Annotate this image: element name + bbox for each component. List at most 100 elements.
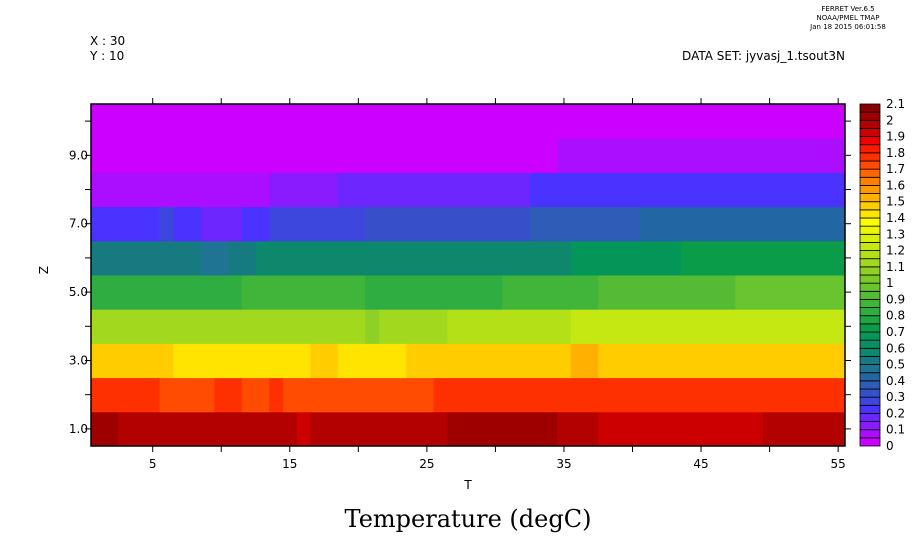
heatmap-cell-z2-run5 <box>282 377 435 413</box>
heatmap-cell-z1-run5 <box>557 411 599 447</box>
heatmap-cell-z4-run0 <box>91 309 366 344</box>
heatmap-cell-z10-run0 <box>91 104 846 139</box>
ferret-timestamp: Jan 18 2015 06:01:58 <box>809 23 886 31</box>
heatmap-cell-z4-run4 <box>570 309 846 344</box>
colorbar-swatch <box>859 136 881 146</box>
colorbar-swatch <box>859 176 881 186</box>
ferret-org: NOAA/PMEL TMAP <box>817 14 880 22</box>
colorbar-swatch <box>859 217 881 227</box>
heatmap-cell-z3-run0 <box>91 343 174 379</box>
colorbar-label: 0.1 <box>886 423 905 437</box>
heatmap-cell-z5-run4 <box>598 275 736 310</box>
colorbar-swatch <box>859 209 881 219</box>
colorbar-label: 1.1 <box>886 260 905 274</box>
heatmap-cell-z5-run1 <box>241 275 366 310</box>
colorbar-swatch <box>859 331 881 341</box>
colorbar: 0 0.1 0.2 0.3 0.4 0.5 0.6 0.7 0.8 0.9 1 1.1 1.2 1.3 1.… <box>859 97 905 453</box>
colorbar-swatch <box>859 290 881 300</box>
x-tick-label: 35 <box>556 457 571 471</box>
heatmap-cell-z8-run0 <box>91 172 270 208</box>
colorbar-swatch <box>859 413 881 422</box>
colorbar-swatch <box>859 339 881 349</box>
colorbar-label: 1.8 <box>886 146 905 160</box>
colorbar-swatch <box>859 111 881 121</box>
heatmap-cell-z2-run3 <box>241 377 270 413</box>
colorbar-swatch <box>859 282 881 292</box>
x-tick-label: 55 <box>831 457 846 471</box>
heatmap-cell-z1-run7 <box>762 411 846 447</box>
heatmap-cell-z5-run2 <box>365 275 503 310</box>
heatmap-cell-z7-run7 <box>529 206 640 242</box>
x-readout: X : 30 <box>90 34 125 48</box>
chart-title: Temperature (degC) <box>345 505 592 533</box>
heatmap-cell-z2-run2 <box>214 377 243 413</box>
x-tick-label: 25 <box>419 457 434 471</box>
colorbar-label: 0.7 <box>886 325 905 339</box>
x-tick-label: 5 <box>149 457 157 471</box>
y-tick-label: 5.0 <box>69 285 88 299</box>
x-tick-label: 45 <box>693 457 708 471</box>
colorbar-swatch <box>859 168 881 178</box>
heatmap-cell-z9-run1 <box>557 138 846 173</box>
colorbar-swatch <box>859 152 881 162</box>
colorbar-label: 0.5 <box>886 358 905 372</box>
heatmap-cell-z7-run0 <box>91 206 161 242</box>
colorbar-swatch <box>859 307 881 317</box>
heatmap-cell-z3-run2 <box>310 343 339 379</box>
heatmap-cell-z2-run1 <box>159 377 215 413</box>
heatmap-cell-z7-run5 <box>269 206 366 242</box>
colorbar-swatch <box>859 185 881 194</box>
colorbar-swatch <box>859 128 881 137</box>
colorbar-label: 1.2 <box>886 244 905 258</box>
heatmap-cell-z7-run4 <box>241 206 270 242</box>
y-tick-label: 9.0 <box>69 148 88 162</box>
heatmap-cell-z6-run3 <box>255 240 572 276</box>
colorbar-label: 1.3 <box>886 227 905 241</box>
heatmap-cell-z4-run2 <box>378 309 448 344</box>
colorbar-swatch <box>859 421 881 431</box>
heatmap-cell-z1-run6 <box>598 411 764 447</box>
colorbar-swatch <box>859 266 881 276</box>
colorbar-swatch <box>859 347 881 357</box>
heatmap-cell-z1-run0 <box>91 411 119 447</box>
y-tick-label: 1.0 <box>69 422 88 436</box>
colorbar-label: 2 <box>886 113 894 127</box>
colorbar-swatch <box>859 429 881 439</box>
x-axis-label: T <box>463 478 472 492</box>
colorbar-swatch <box>859 388 881 398</box>
heatmap-cell-z1-run2 <box>296 411 311 447</box>
heatmap-cell-z6-run4 <box>570 240 681 276</box>
heatmap-cell-z3-run5 <box>570 343 599 379</box>
colorbar-swatch <box>859 380 881 390</box>
colorbar-label: 0.9 <box>886 292 905 306</box>
x-tick-label: 15 <box>282 457 297 471</box>
heatmap-cell-z2-run4 <box>269 377 284 413</box>
heatmap-cell-z8-run1 <box>269 172 339 208</box>
heatmap-cell-z1-run4 <box>447 411 558 447</box>
heatmap-cell-z5-run0 <box>91 275 243 310</box>
y-tick-label: 3.0 <box>69 354 88 368</box>
axis-ticks: 5 15 25 35 45 55 1.0 3.0 5.0 7.0 9.0 <box>69 98 851 471</box>
colorbar-swatch <box>859 144 881 154</box>
colorbar-label: 1.9 <box>886 130 905 144</box>
heatmap-cell-z7-run3 <box>200 206 243 242</box>
heatmap-cell-z7-run1 <box>159 206 174 242</box>
heatmap-cell-z8-run3 <box>529 172 846 208</box>
colorbar-swatch <box>859 250 881 260</box>
colorbar-swatch <box>859 160 881 170</box>
heatmap-cell-z3-run4 <box>406 343 572 379</box>
heatmap-cell-z1-run3 <box>310 411 448 447</box>
heatmap-cell-z6-run0 <box>91 240 202 276</box>
heatmap-cell-z7-run2 <box>173 206 202 242</box>
colorbar-swatch <box>859 119 881 129</box>
colorbar-swatch <box>859 404 881 414</box>
heatmap-cells <box>91 104 846 447</box>
heatmap-cell-z6-run5 <box>680 240 846 276</box>
colorbar-label: 1.4 <box>886 211 905 225</box>
colorbar-swatch <box>859 258 881 268</box>
ferret-version: FERRET Ver.6.5 <box>821 5 874 13</box>
y-tick-label: 7.0 <box>69 217 88 231</box>
colorbar-label: 0.8 <box>886 309 905 323</box>
colorbar-label: 0.3 <box>886 390 905 404</box>
colorbar-swatch <box>859 437 881 447</box>
